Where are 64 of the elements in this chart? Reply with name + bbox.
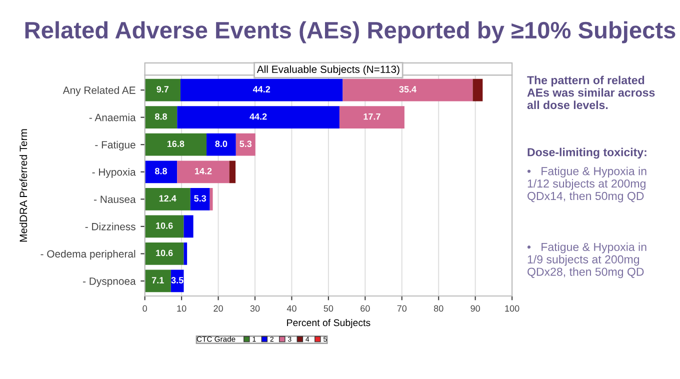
x-tick-label: 70 bbox=[397, 305, 407, 312]
data-label: 9.7 bbox=[156, 86, 169, 92]
x-tick-label: 60 bbox=[360, 305, 370, 312]
data-label: 8.8 bbox=[155, 113, 167, 120]
bar bbox=[472, 78, 483, 102]
data-label: 44.2 bbox=[252, 86, 270, 92]
bar bbox=[144, 215, 184, 238]
data-label: 7.1 bbox=[152, 277, 164, 284]
bar bbox=[184, 215, 194, 238]
bar bbox=[206, 133, 236, 156]
bar bbox=[210, 188, 213, 210]
text: • Fatigue & Hypoxia in 1/9 subjects at 200mg QDx28, then 50mg QD bbox=[527, 242, 646, 278]
y-tick-label: - Fatigue bbox=[95, 140, 136, 151]
x-axis-title: Percent of Subjects bbox=[287, 319, 370, 328]
data-label: 5.3 bbox=[194, 195, 206, 202]
chart-subtitle: All Evaluable Subjects (N=113) bbox=[256, 65, 400, 76]
chart-title: Related Adverse Events (AEs) Reported by ≥10% Subjects bbox=[25, 21, 676, 44]
bar bbox=[190, 188, 210, 210]
data-label: 5.3 bbox=[240, 140, 252, 148]
x-tick-label: 80 bbox=[434, 305, 444, 312]
y-tick-label: - Hypoxia bbox=[92, 168, 136, 178]
data-label: 44.2 bbox=[250, 113, 267, 120]
bar bbox=[144, 242, 184, 265]
bar bbox=[236, 133, 256, 156]
y-tick-label: - Dizziness bbox=[85, 222, 136, 230]
bar bbox=[144, 133, 207, 156]
x-tick-label: 30 bbox=[250, 305, 260, 312]
bar bbox=[229, 160, 236, 184]
bar bbox=[339, 106, 404, 129]
x-tick-label: 100 bbox=[505, 305, 520, 312]
x-tick-label: 20 bbox=[214, 305, 223, 312]
bar bbox=[184, 242, 188, 265]
bar bbox=[177, 160, 230, 184]
data-label: 8.8 bbox=[155, 168, 167, 174]
x-tick-label: 50 bbox=[324, 305, 334, 312]
text: The pattern of related AEs was similar across all dose levels. bbox=[527, 76, 655, 110]
data-label: 14.2 bbox=[195, 168, 212, 174]
data-label: 35.4 bbox=[399, 86, 416, 92]
x-tick-label: 40 bbox=[286, 305, 296, 312]
data-label: 3.5 bbox=[171, 277, 184, 284]
data-label: 12.4 bbox=[159, 195, 176, 202]
x-tick-label: 90 bbox=[470, 305, 480, 312]
bar bbox=[144, 78, 180, 102]
bar bbox=[144, 106, 178, 129]
y-tick-label: - Nausea bbox=[94, 196, 136, 204]
y-tick-label: - Anaemia bbox=[89, 114, 136, 122]
data-label: 17.7 bbox=[364, 113, 380, 120]
data-label: 8.0 bbox=[215, 140, 228, 148]
text: Dose-limiting toxicity: bbox=[528, 148, 646, 159]
bar bbox=[177, 106, 340, 129]
y-tick-label: Any Related AE bbox=[62, 86, 136, 96]
data-label: 16.8 bbox=[167, 140, 184, 148]
y-axis-title: MedDRA Preferred Term bbox=[19, 129, 28, 242]
bar bbox=[144, 270, 171, 292]
data-label: 10.6 bbox=[156, 250, 173, 256]
y-tick-label: - Oedema peripheral bbox=[40, 250, 136, 260]
y-tick-label: - Dyspnoea bbox=[83, 278, 136, 287]
bar bbox=[144, 160, 178, 184]
bar bbox=[342, 78, 473, 102]
bar bbox=[144, 188, 190, 210]
x-tick-label: 0 bbox=[142, 305, 147, 312]
data-label: 10.6 bbox=[156, 222, 173, 229]
text: • Fatigue & Hypoxia in 1/12 subjects at 200mg QDx14, then 50mg QD bbox=[527, 166, 646, 202]
x-tick-label: 10 bbox=[177, 305, 186, 312]
